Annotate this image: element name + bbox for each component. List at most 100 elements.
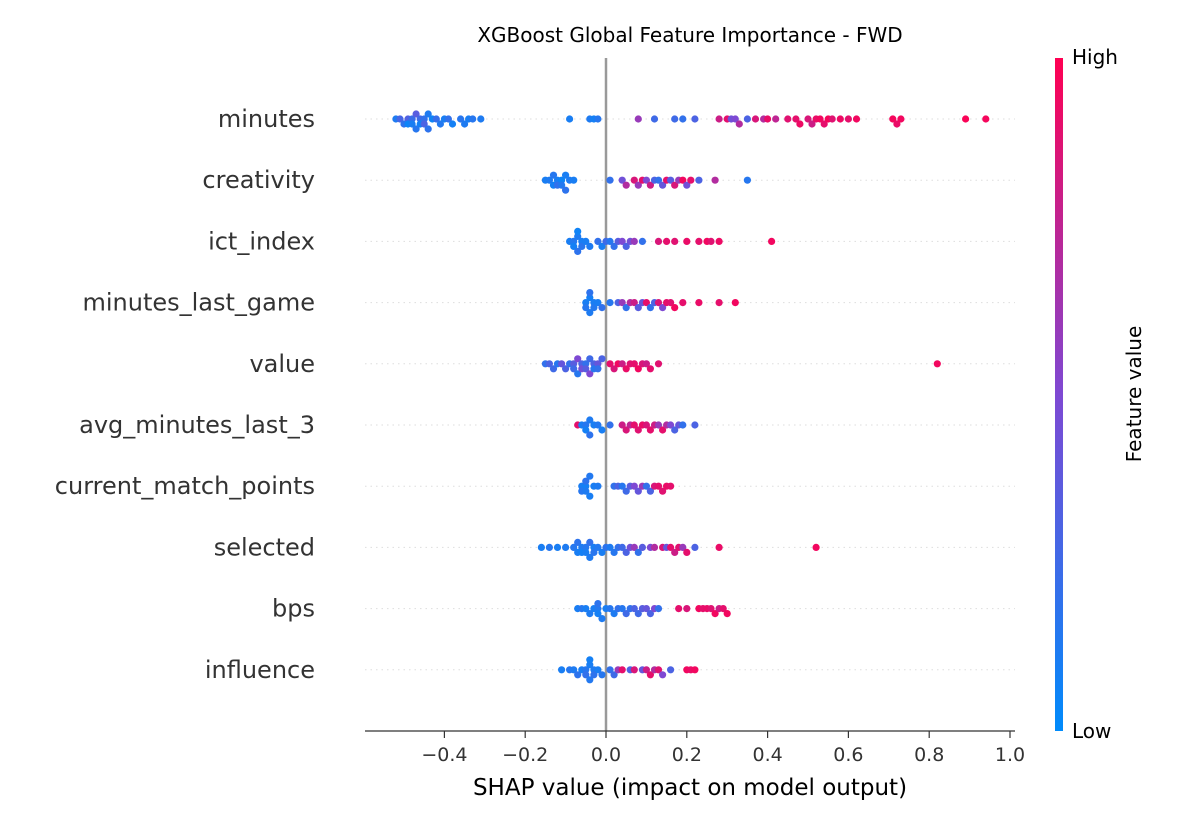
shap-point <box>642 360 651 368</box>
shap-point <box>671 304 679 312</box>
shap-point <box>582 237 590 245</box>
shap-point <box>687 176 695 184</box>
shap-point <box>642 482 651 490</box>
shap-point <box>582 421 590 429</box>
shap-point <box>667 543 675 552</box>
colorbar-title: Feature value <box>1122 326 1146 463</box>
shap-point <box>562 365 570 373</box>
shap-point <box>650 543 659 552</box>
shap-point <box>549 171 558 179</box>
shap-point <box>570 242 578 250</box>
shap-point <box>618 237 626 245</box>
shap-point <box>574 671 582 679</box>
shap-point <box>622 487 630 495</box>
shap-point <box>630 421 638 429</box>
shap-point <box>412 125 420 133</box>
feature-label: influence <box>205 656 315 684</box>
x-tick-label: −0.2 <box>502 744 548 766</box>
colorbar-high-label: High <box>1072 45 1118 69</box>
shap-point <box>574 247 582 255</box>
shap-point <box>768 237 776 245</box>
shap-point <box>396 115 404 123</box>
shap-point <box>634 548 642 557</box>
shap-point <box>897 115 905 123</box>
shap-point <box>570 666 578 674</box>
shap-point <box>743 115 752 123</box>
x-tick-label: −0.4 <box>421 744 467 766</box>
shap-point <box>695 237 703 245</box>
shap-point <box>545 360 554 368</box>
shap-point <box>582 548 590 557</box>
shap-point <box>654 299 663 307</box>
shap-point <box>634 365 642 373</box>
shap-point <box>642 421 651 429</box>
shap-point <box>582 482 590 490</box>
shap-point <box>659 487 667 495</box>
shap-point <box>630 176 638 184</box>
shap-point <box>634 304 642 312</box>
shap-point <box>683 237 691 245</box>
shap-point <box>461 120 469 128</box>
shap-point <box>594 543 602 552</box>
shap-point <box>594 610 602 618</box>
shap-point <box>852 115 861 123</box>
shap-point <box>586 610 594 618</box>
shap-point <box>469 115 477 123</box>
shap-point <box>586 294 594 302</box>
shap-point <box>764 115 772 123</box>
shap-point <box>844 115 853 123</box>
shap-point <box>646 181 655 189</box>
shap-point <box>715 115 723 123</box>
shap-point <box>659 181 667 189</box>
feature-label: minutes_last_game <box>82 289 315 317</box>
x-tick-label: 0.6 <box>833 744 863 766</box>
shap-point <box>675 605 683 613</box>
shap-point <box>679 176 687 184</box>
shap-point <box>683 548 691 557</box>
shap-point <box>618 482 626 490</box>
shap-point <box>622 181 630 189</box>
shap-point <box>659 671 667 679</box>
shap-point <box>582 666 590 674</box>
shap-point <box>731 115 739 123</box>
shap-point <box>622 304 630 312</box>
feature-rows: minutes creativity ict_index minutes_last_g… <box>55 105 1015 684</box>
x-tick-label: 1.0 <box>995 744 1025 766</box>
shap-point <box>889 115 897 123</box>
shap-point <box>582 543 590 552</box>
shap-point <box>606 237 614 245</box>
shap-point <box>574 538 582 547</box>
shap-point <box>594 605 602 613</box>
shap-point <box>618 360 626 368</box>
shap-point <box>667 176 675 184</box>
shap-point <box>671 181 679 189</box>
shap-point <box>638 237 647 245</box>
shap-point <box>606 666 614 674</box>
shap-point <box>654 666 663 674</box>
chart-title: XGBoost Global Feature Importance - FWD <box>477 23 902 47</box>
shap-point <box>630 605 638 613</box>
shap-point <box>570 237 578 245</box>
shap-point <box>412 110 420 118</box>
shap-point <box>606 421 614 429</box>
shap-points <box>392 110 990 684</box>
shap-point <box>606 605 614 613</box>
shap-point <box>448 120 457 128</box>
shap-point <box>836 115 844 123</box>
shap-point <box>545 543 554 552</box>
shap-point <box>638 543 647 552</box>
shap-point <box>574 355 582 363</box>
shap-point <box>695 299 703 307</box>
shap-point <box>671 548 679 557</box>
shap-point <box>691 115 699 123</box>
shap-point <box>574 370 582 378</box>
shap-point <box>610 365 618 373</box>
shap-point <box>663 237 671 245</box>
shap-point <box>618 666 626 674</box>
shap-point <box>622 548 630 557</box>
shap-point <box>654 605 663 613</box>
colorbar-low-label: Low <box>1072 719 1111 743</box>
shap-point <box>570 176 578 184</box>
shap-point <box>671 115 679 123</box>
shap-point <box>784 115 792 123</box>
